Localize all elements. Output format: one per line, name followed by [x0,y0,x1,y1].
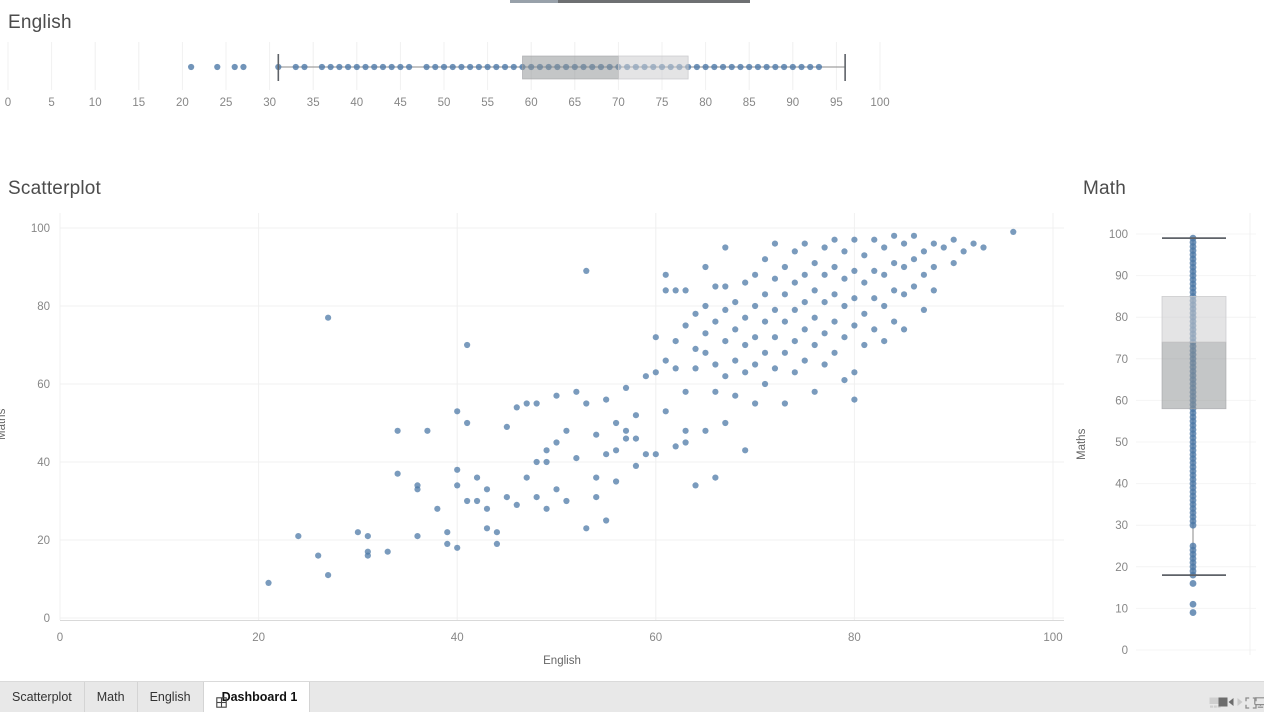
svg-text:100: 100 [1109,229,1128,241]
svg-text:95: 95 [830,97,843,109]
svg-text:20: 20 [37,535,50,547]
math-boxplot-panel: Math 0 10 20 30 40 50 60 70 80 90 100 Maths [1076,170,1264,682]
top-scrollbar-thumb[interactable] [558,0,750,3]
svg-text:50: 50 [1115,437,1128,449]
svg-text:50: 50 [438,97,451,109]
svg-text:80: 80 [1115,312,1128,324]
svg-text:100: 100 [31,223,50,235]
svg-text:10: 10 [89,97,102,109]
svg-text:30: 30 [263,97,276,109]
english-panel-title: English [8,12,72,33]
svg-text:40: 40 [350,97,363,109]
svg-text:25: 25 [220,97,233,109]
svg-text:80: 80 [848,632,861,644]
svg-text:85: 85 [743,97,756,109]
svg-text:75: 75 [656,97,669,109]
svg-text:0: 0 [5,97,11,109]
svg-text:40: 40 [37,457,50,469]
scatter-xaxis-label: English [543,655,581,667]
svg-text:60: 60 [649,632,662,644]
status-bar-icons [1209,682,1264,712]
math-yaxis-label: Maths [1076,428,1088,460]
svg-text:20: 20 [176,97,189,109]
svg-text:100: 100 [870,97,889,109]
svg-text:70: 70 [612,97,625,109]
scatter-yaxis-label: Maths [0,408,8,440]
svg-text:0: 0 [57,632,63,644]
english-boxplot-panel: English 0 5 10 15 20 25 30 35 40 45 50 55 60 65 70 75 80… [0,8,890,128]
svg-text:0: 0 [1122,645,1128,657]
svg-text:80: 80 [37,301,50,313]
scatterplot-chart[interactable]: 0 20 40 60 80 100 0 20 40 60 80 100 [0,200,1075,652]
scatterplot-panel-title: Scatterplot [8,178,102,199]
top-scrollbar-left-segment[interactable] [510,0,558,3]
svg-text:100: 100 [1043,632,1062,644]
tab-math[interactable]: Math [85,682,138,712]
svg-text:80: 80 [699,97,712,109]
tab-scatterplot[interactable]: Scatterplot [0,682,85,712]
svg-text:65: 65 [568,97,581,109]
svg-text:15: 15 [132,97,145,109]
svg-text:60: 60 [1115,395,1128,407]
svg-text:60: 60 [525,97,538,109]
svg-text:30: 30 [1115,520,1128,532]
svg-text:5: 5 [48,97,54,109]
svg-text:10: 10 [1115,603,1128,615]
math-panel-title: Math [1083,178,1127,199]
svg-text:20: 20 [252,632,265,644]
svg-text:40: 40 [451,632,464,644]
svg-text:0: 0 [44,613,50,625]
sheet-tab-bar: Scatterplot Math English Dashboard 1 [0,681,1264,712]
tab-dashboard-1[interactable]: Dashboard 1 [203,682,311,712]
scatterplot-panel: Scatterplot 0 20 40 60 80 100 0 20 40 60 80 100 Eng… [0,170,1075,682]
svg-text:55: 55 [481,97,494,109]
svg-text:60: 60 [37,379,50,391]
svg-text:35: 35 [307,97,320,109]
math-boxplot-chart[interactable]: 0 10 20 30 40 50 60 70 80 90 100 [1080,200,1264,665]
svg-text:90: 90 [1115,271,1128,283]
svg-text:45: 45 [394,97,407,109]
svg-text:70: 70 [1115,354,1128,366]
svg-text:90: 90 [786,97,799,109]
tab-label: English [149,690,191,704]
english-boxplot-chart[interactable]: 0 5 10 15 20 25 30 35 40 45 50 55 60 65 70 75 80 85 90 95 10… [0,40,890,120]
tab-strip: Scatterplot Math English Dashboard 1 [0,682,311,712]
tab-label: Math [96,690,125,704]
svg-text:40: 40 [1115,479,1128,491]
tab-label: Dashboard 1 [221,690,298,704]
tab-label: Scatterplot [12,690,72,704]
svg-text:20: 20 [1115,562,1128,574]
tab-english[interactable]: English [138,682,204,712]
